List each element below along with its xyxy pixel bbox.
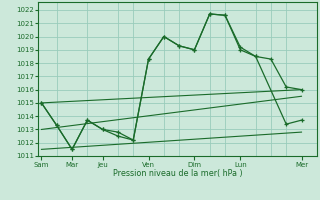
X-axis label: Pression niveau de la mer( hPa ): Pression niveau de la mer( hPa )	[113, 169, 243, 178]
